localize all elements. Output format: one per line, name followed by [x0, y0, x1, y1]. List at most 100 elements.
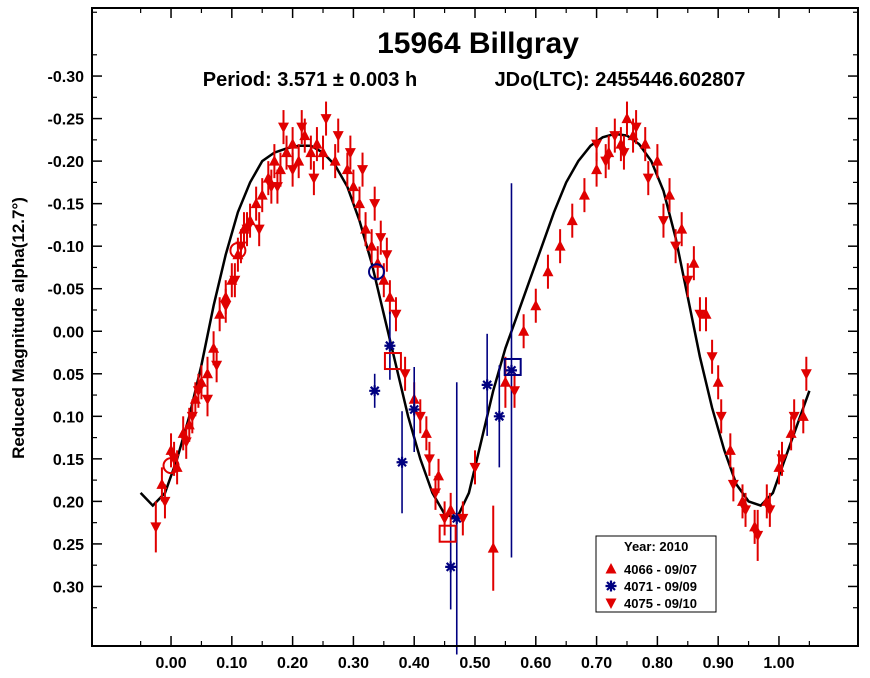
series-1	[369, 183, 517, 655]
data-point	[530, 299, 542, 311]
data-point	[241, 224, 253, 236]
data-point	[740, 505, 752, 516]
data-point	[186, 411, 198, 423]
data-point	[429, 488, 441, 499]
data-point	[296, 122, 308, 134]
data-point	[253, 224, 265, 236]
y-axis-label: Reduced Magnitude alpha(12.7°)	[9, 197, 28, 459]
x-tick-label: 1.00	[763, 655, 794, 672]
data-point	[509, 386, 521, 397]
data-point	[445, 561, 457, 573]
data-point	[202, 367, 214, 379]
open-square-marker	[503, 357, 522, 376]
data-point	[353, 197, 365, 209]
open-markers-layer	[162, 241, 522, 543]
data-point	[785, 427, 797, 438]
data-point	[776, 454, 788, 465]
data-point	[420, 427, 432, 438]
data-point	[788, 411, 800, 423]
data-point	[505, 364, 517, 376]
data-point	[651, 155, 663, 166]
data-point	[305, 146, 317, 158]
open-circle-marker	[162, 457, 180, 475]
data-point	[657, 216, 669, 227]
data-point	[591, 163, 603, 175]
open-circle-marker	[229, 241, 247, 259]
data-point	[554, 240, 566, 251]
x-tick-label: 0.70	[581, 655, 612, 672]
data-point	[694, 309, 706, 321]
y-tick-label: 0.10	[53, 409, 84, 426]
data-point	[481, 379, 493, 391]
data-point	[281, 146, 293, 158]
data-point	[192, 386, 204, 397]
legend-marker-triangle-up	[605, 563, 617, 574]
data-point	[566, 214, 578, 226]
data-point	[159, 496, 171, 508]
open-circle-marker	[368, 263, 386, 281]
data-point	[682, 275, 694, 287]
data-point	[591, 139, 603, 151]
data-point	[618, 148, 630, 159]
data-point	[214, 308, 226, 319]
data-point	[439, 513, 451, 525]
data-point	[220, 301, 232, 312]
y-tick-label: -0.10	[48, 239, 85, 256]
legend-entry-label: 4071 - 09/09	[624, 579, 697, 594]
y-tick-label: -0.15	[48, 197, 85, 214]
x-tick-label: 0.30	[338, 655, 369, 672]
y-tick-label: 0.30	[53, 579, 84, 596]
data-point	[390, 309, 402, 321]
data-point	[469, 462, 481, 474]
data-point	[308, 173, 320, 185]
data-point	[487, 542, 499, 553]
data-point	[347, 180, 359, 192]
data-point	[211, 360, 223, 372]
data-point	[357, 165, 369, 176]
data-point	[542, 265, 554, 277]
data-point	[278, 122, 289, 134]
x-tick-label: 0.80	[642, 655, 673, 672]
y-tick-label: 0.20	[53, 494, 84, 511]
legend: Year: 2010 4066 - 09/07 4071 - 09/09 4075 …	[595, 535, 717, 613]
data-point	[256, 189, 268, 200]
legend-entries: 4066 - 09/07 4071 - 09/09 4075 - 09/10	[605, 562, 697, 611]
data-point	[600, 156, 612, 168]
data-point	[712, 376, 724, 387]
data-point	[396, 456, 408, 468]
data-point	[445, 503, 457, 515]
data-point	[764, 505, 776, 516]
legend-entry-label: 4066 - 09/07	[624, 562, 697, 577]
data-point	[378, 274, 390, 285]
data-point	[670, 241, 682, 253]
data-point	[250, 197, 262, 209]
x-tick-label: 0.60	[520, 655, 551, 672]
data-point	[639, 138, 651, 149]
data-point	[715, 411, 727, 423]
data-point	[724, 444, 736, 455]
data-point	[408, 404, 420, 416]
data-point	[688, 257, 700, 268]
data-point	[268, 155, 280, 166]
data-point	[293, 155, 305, 166]
y-tick-label: -0.30	[48, 69, 85, 86]
data-point	[621, 112, 633, 124]
y-tick-label: -0.25	[48, 112, 85, 129]
data-point	[320, 114, 332, 125]
data-point	[399, 369, 411, 380]
data-point	[287, 165, 299, 176]
x-tick-label: 0.10	[216, 655, 247, 672]
data-point	[578, 189, 590, 200]
data-point	[329, 155, 341, 166]
data-point	[727, 479, 739, 491]
data-point	[381, 250, 393, 261]
legend-marker-triangle-down	[605, 598, 617, 609]
data-point	[375, 233, 387, 244]
legend-marker-asterisk	[605, 580, 617, 592]
data-point	[609, 131, 621, 142]
data-point	[317, 146, 329, 158]
data-point	[800, 369, 812, 380]
legend-title: Year: 2010	[624, 539, 688, 554]
